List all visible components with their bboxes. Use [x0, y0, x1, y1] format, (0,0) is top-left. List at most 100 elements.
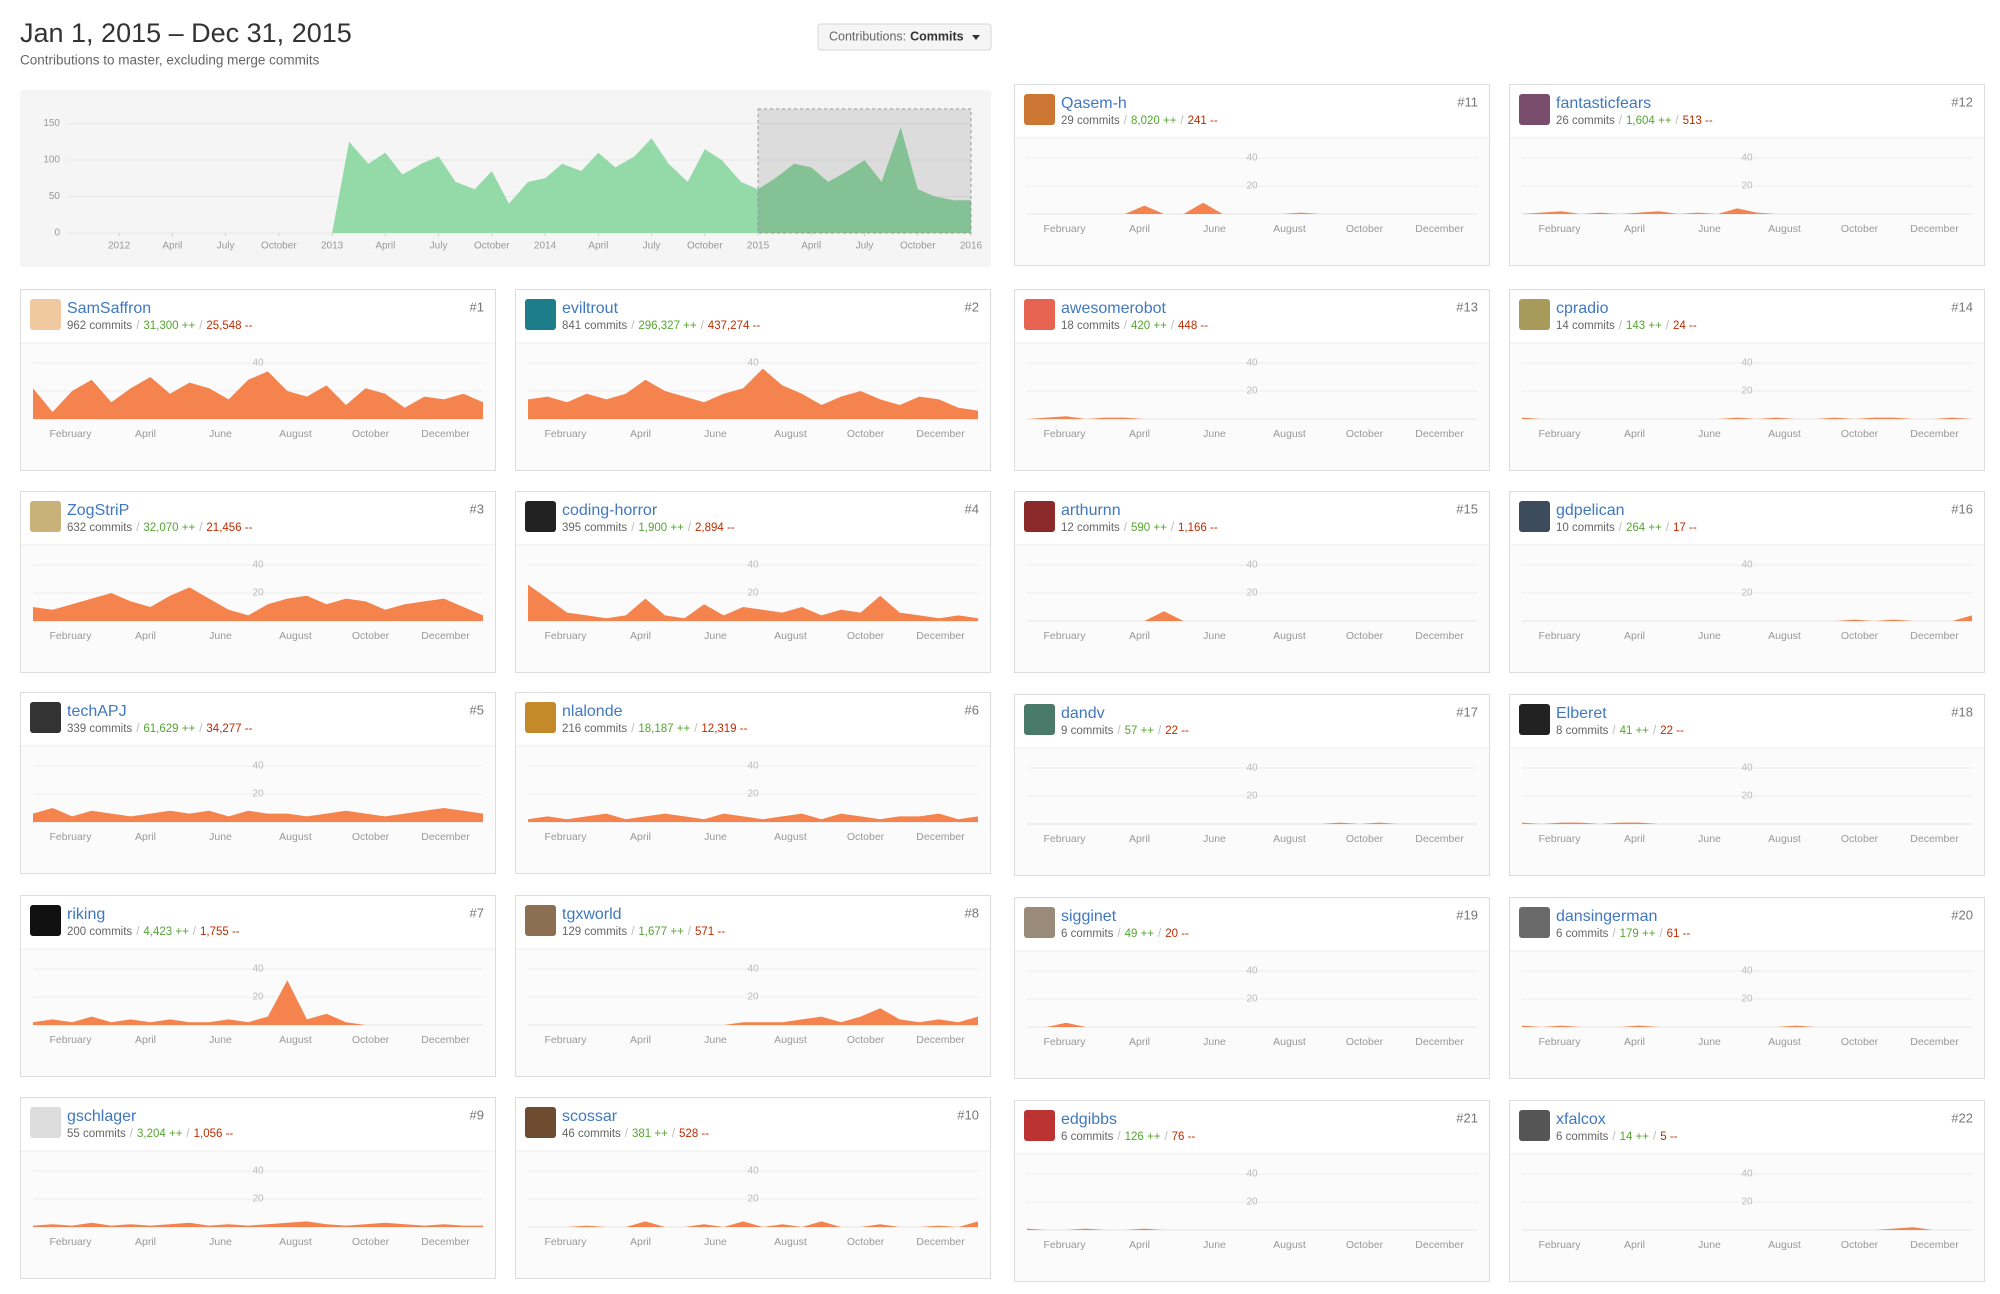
avatar[interactable]: [1519, 501, 1550, 532]
deletions: 1,056 --: [194, 1128, 234, 1140]
commit-count: 9 commits: [1061, 725, 1114, 737]
contributor-name[interactable]: arthurnn: [1061, 502, 1121, 519]
stats-separator: /: [136, 522, 140, 534]
avatar[interactable]: [1024, 94, 1055, 125]
month-label: October: [847, 1236, 885, 1248]
deletions: 12,319 --: [701, 723, 747, 735]
y-tick-label: 20: [252, 789, 264, 800]
contributor-name[interactable]: nlalonde: [562, 703, 623, 720]
contributor-name[interactable]: cpradio: [1556, 300, 1609, 317]
contributor-name[interactable]: fantasticfears: [1556, 95, 1651, 112]
stats-separator: /: [688, 926, 692, 938]
contributor-name[interactable]: dansingerman: [1556, 908, 1657, 925]
month-label: August: [774, 1034, 807, 1046]
contributor-name[interactable]: techAPJ: [67, 703, 127, 720]
commit-count: 6 commits: [1061, 1131, 1114, 1143]
contributions-dropdown[interactable]: Contributions: Commits: [817, 23, 992, 51]
contributor-rank: #5: [470, 702, 484, 717]
contributor-name[interactable]: scossar: [562, 1108, 618, 1125]
y-tick-label: 20: [747, 1194, 759, 1205]
month-label: August: [279, 1236, 312, 1248]
contributor-name[interactable]: dandv: [1061, 705, 1105, 722]
stats-separator: /: [1653, 1131, 1657, 1143]
avatar[interactable]: [1519, 94, 1550, 125]
commit-count: 6 commits: [1556, 928, 1609, 940]
month-label: June: [704, 630, 727, 642]
month-label: December: [421, 1034, 470, 1046]
month-label: October: [1346, 428, 1384, 440]
stats-separator: /: [1619, 522, 1623, 534]
selection-range[interactable]: [757, 108, 972, 234]
month-label: April: [135, 1236, 156, 1248]
avatar[interactable]: [1519, 704, 1550, 735]
contributor-name[interactable]: xfalcox: [1556, 1111, 1606, 1128]
contributor-name[interactable]: ZogStriP: [67, 502, 129, 519]
avatar[interactable]: [30, 299, 61, 330]
contributor-stats: 129 commits/1,677 ++/571 --: [562, 926, 725, 938]
contribution-area: [528, 368, 978, 419]
avatar[interactable]: [1024, 704, 1055, 735]
contributor-name[interactable]: eviltrout: [562, 300, 619, 317]
month-label: June: [704, 1034, 727, 1046]
contributor-rank: #6: [965, 702, 979, 717]
y-tick-label: 0: [54, 228, 60, 239]
dropdown-caret: [972, 35, 980, 40]
avatar[interactable]: [1024, 1110, 1055, 1141]
stats-separator: /: [1171, 522, 1175, 534]
month-label: February: [544, 428, 587, 440]
avatar[interactable]: [525, 501, 556, 532]
avatar[interactable]: [1024, 907, 1055, 938]
additions: 3,204 ++: [137, 1128, 183, 1140]
additions: 1,677 ++: [638, 926, 684, 938]
month-label: February: [1538, 1036, 1581, 1048]
y-tick-label: 20: [1741, 1197, 1753, 1208]
month-label: August: [774, 428, 807, 440]
avatar[interactable]: [30, 702, 61, 733]
contributor-name[interactable]: coding-horror: [562, 502, 658, 519]
contributor-name[interactable]: sigginet: [1061, 908, 1117, 925]
contributor-name[interactable]: gdpelican: [1556, 502, 1625, 519]
month-label: August: [1273, 630, 1306, 642]
avatar[interactable]: [1519, 299, 1550, 330]
month-label: August: [774, 630, 807, 642]
contributor-stats: 29 commits /8,020 ++/ 241 --: [1061, 115, 1218, 127]
month-label: April: [135, 1034, 156, 1046]
stats-separator: /: [193, 926, 197, 938]
avatar[interactable]: [1519, 907, 1550, 938]
stats-separator: /: [1619, 115, 1623, 127]
avatar[interactable]: [1024, 501, 1055, 532]
avatar[interactable]: [525, 905, 556, 936]
contributor-name[interactable]: awesomerobot: [1061, 300, 1167, 317]
contributor-name[interactable]: Elberet: [1556, 705, 1607, 722]
avatar[interactable]: [30, 1107, 61, 1138]
contributor-stats: 339 commits/61,629 ++/34,277 --: [67, 723, 253, 735]
avatar[interactable]: [525, 702, 556, 733]
y-tick-label: 40: [1741, 1169, 1753, 1180]
month-label: April: [630, 1034, 651, 1046]
month-label: August: [1273, 1239, 1306, 1251]
avatar[interactable]: [30, 501, 61, 532]
month-label: April: [630, 630, 651, 642]
avatar[interactable]: [30, 905, 61, 936]
contributor-name[interactable]: tgxworld: [562, 906, 622, 923]
avatar[interactable]: [1024, 299, 1055, 330]
month-label: June: [1698, 428, 1721, 440]
contributor-name[interactable]: edgibbs: [1061, 1111, 1117, 1128]
chart-background: [1510, 138, 1984, 265]
contributor-name[interactable]: gschlager: [67, 1108, 137, 1125]
avatar[interactable]: [525, 299, 556, 330]
y-tick-label: 20: [1246, 994, 1258, 1005]
additions: 420 ++: [1131, 320, 1167, 332]
month-label: February: [1538, 630, 1581, 642]
contributor-name[interactable]: Qasem-h: [1061, 95, 1127, 112]
dropdown-button[interactable]: [817, 23, 992, 51]
contributor-name[interactable]: SamSaffron: [67, 300, 151, 317]
avatar[interactable]: [1519, 1110, 1550, 1141]
month-label: April: [135, 428, 156, 440]
dropdown-text[interactable]: Contributions: Commits: [829, 30, 964, 44]
avatar[interactable]: [525, 1107, 556, 1138]
chart-background: [1015, 138, 1489, 265]
contributor-name[interactable]: riking: [67, 906, 105, 923]
y-tick-label: 40: [1741, 966, 1753, 977]
